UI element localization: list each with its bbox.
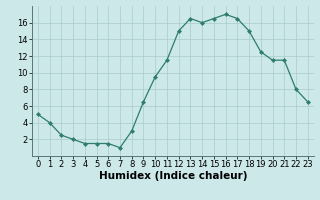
X-axis label: Humidex (Indice chaleur): Humidex (Indice chaleur) (99, 171, 247, 181)
